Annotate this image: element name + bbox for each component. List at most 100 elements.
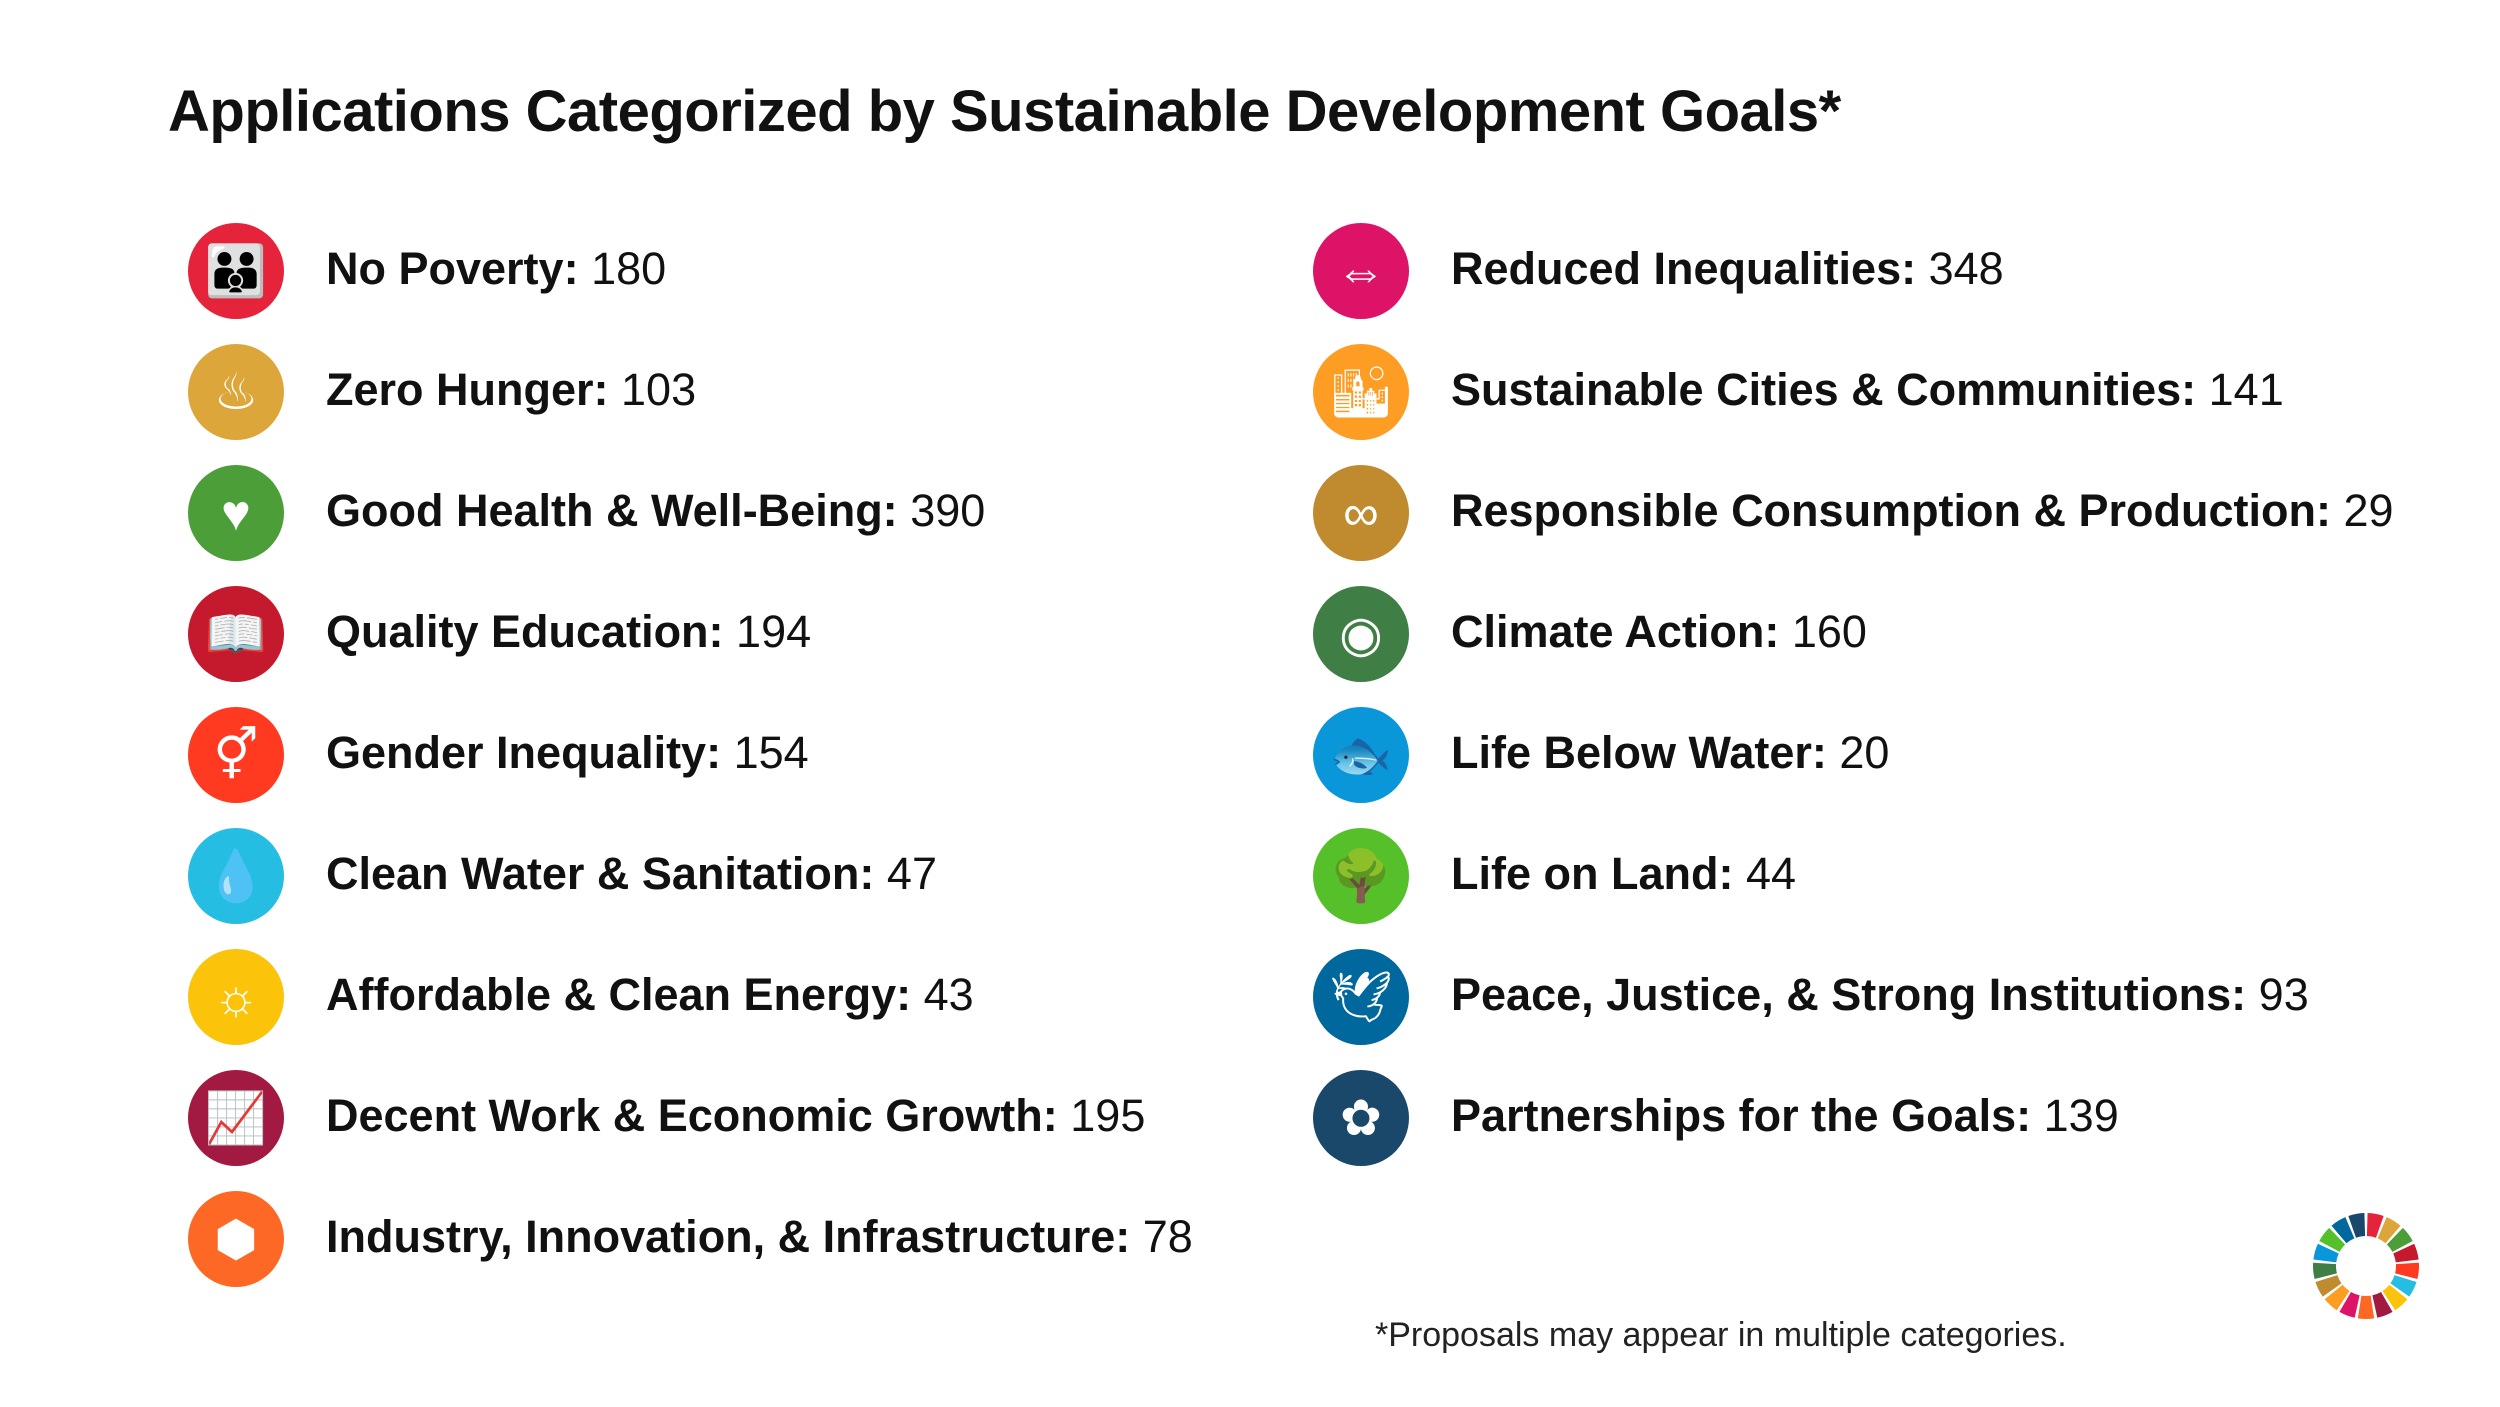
logo-segment xyxy=(2357,1295,2375,1320)
goal-text: Gender Inequality: 154 xyxy=(326,727,809,779)
sun-power-icon: ☼ xyxy=(188,949,284,1045)
goal-count: 139 xyxy=(2043,1090,2119,1141)
logo-segment xyxy=(2313,1243,2339,1263)
goal-row: 🕊 Peace, Justice, & Strong Institutions: … xyxy=(1313,949,2394,1070)
goal-text: Sustainable Cities & Communities: 141 xyxy=(1451,364,2284,416)
goal-label: Peace, Justice, & Strong Institutions: xyxy=(1451,969,2247,1020)
city-icon: 🏙 xyxy=(1313,344,1409,440)
goal-text: Zero Hunger: 103 xyxy=(326,364,696,416)
logo-segment xyxy=(2390,1275,2417,1297)
goal-row: 🏙 Sustainable Cities & Communities: 141 xyxy=(1313,344,2394,465)
goal-row: ⚥ Gender Inequality: 154 xyxy=(188,707,1193,828)
goal-label: Life Below Water: xyxy=(1451,727,1827,778)
goal-count: 20 xyxy=(1839,727,1890,778)
goal-count: 93 xyxy=(2258,969,2309,1020)
goal-count: 160 xyxy=(1791,606,1867,657)
goal-label: Life on Land: xyxy=(1451,848,1734,899)
goal-count: 47 xyxy=(886,848,937,899)
goal-row: ⬢ Industry, Innovation, & Infrastructure:… xyxy=(188,1191,1193,1312)
book-icon: 📖 xyxy=(188,586,284,682)
goal-label: Clean Water & Sanitation: xyxy=(326,848,875,899)
goal-label: Good Health & Well-Being: xyxy=(326,485,898,536)
goal-text: No Poverty: 180 xyxy=(326,243,666,295)
goal-count: 194 xyxy=(736,606,812,657)
goal-text: Industry, Innovation, & Infrastructure: … xyxy=(326,1211,1193,1263)
goal-text: Affordable & Clean Energy: 43 xyxy=(326,969,974,1021)
goal-label: No Poverty: xyxy=(326,243,579,294)
goal-label: Affordable & Clean Energy: xyxy=(326,969,912,1020)
goal-text: Peace, Justice, & Strong Institutions: 9… xyxy=(1451,969,2309,1021)
goal-row: ∞ Responsible Consumption & Production: 2… xyxy=(1313,465,2394,586)
tree-icon: 🌳 xyxy=(1313,828,1409,924)
sdg-wheel-logo xyxy=(2312,1213,2420,1320)
goal-count: 29 xyxy=(2343,485,2394,536)
goal-label: Responsible Consumption & Production: xyxy=(1451,485,2331,536)
goal-label: Sustainable Cities & Communities: xyxy=(1451,364,2197,415)
goal-row: 🌳 Life on Land: 44 xyxy=(1313,828,2394,949)
dove-icon: 🕊 xyxy=(1313,949,1409,1045)
fish-icon: 🐟 xyxy=(1313,707,1409,803)
goal-count: 43 xyxy=(923,969,974,1020)
logo-segment xyxy=(2319,1227,2346,1252)
goal-label: Gender Inequality: xyxy=(326,727,722,778)
goal-count: 154 xyxy=(733,727,809,778)
goal-row: 👪 No Poverty: 180 xyxy=(188,223,1193,344)
goal-row: 📈 Decent Work & Economic Growth: 195 xyxy=(188,1070,1193,1191)
goal-row: ♥ Good Health & Well-Being: 390 xyxy=(188,465,1193,586)
cubes-icon: ⬢ xyxy=(188,1191,284,1287)
goals-column-right: ⇔ Reduced Inequalities: 348 🏙 Sustainable C… xyxy=(1313,223,2394,1191)
goal-row: ◉ Climate Action: 160 xyxy=(1313,586,2394,707)
logo-segment xyxy=(2331,1217,2355,1244)
goal-label: Industry, Innovation, & Infrastructure: xyxy=(326,1211,1131,1262)
logo-segment xyxy=(2348,1213,2366,1238)
goal-label: Reduced Inequalities: xyxy=(1451,243,1917,294)
page-title: Applications Categorized by Sustainable … xyxy=(168,79,1841,144)
infinity-icon: ∞ xyxy=(1313,465,1409,561)
goal-text: Clean Water & Sanitation: 47 xyxy=(326,848,937,900)
goal-row: 💧 Clean Water & Sanitation: 47 xyxy=(188,828,1193,949)
goal-label: Partnerships for the Goals: xyxy=(1451,1090,2032,1141)
footnote: *Proposals may appear in multiple catego… xyxy=(1375,1316,2067,1354)
goal-text: Reduced Inequalities: 348 xyxy=(1451,243,2004,295)
rings-icon: ✿ xyxy=(1313,1070,1409,1166)
goal-label: Climate Action: xyxy=(1451,606,1780,657)
logo-segment xyxy=(2393,1243,2419,1263)
goal-row: ⇔ Reduced Inequalities: 348 xyxy=(1313,223,2394,344)
logo-segment xyxy=(2312,1262,2337,1279)
goal-text: Good Health & Well-Being: 390 xyxy=(326,485,985,537)
goal-text: Partnerships for the Goals: 139 xyxy=(1451,1090,2119,1142)
goal-text: Decent Work & Economic Growth: 195 xyxy=(326,1090,1145,1142)
goal-count: 195 xyxy=(1070,1090,1146,1141)
goal-count: 180 xyxy=(591,243,667,294)
goal-row: 🐟 Life Below Water: 20 xyxy=(1313,707,2394,828)
water-drop-icon: 💧 xyxy=(188,828,284,924)
eye-globe-icon: ◉ xyxy=(1313,586,1409,682)
goal-label: Quality Education: xyxy=(326,606,724,657)
goal-text: Responsible Consumption & Production: 29 xyxy=(1451,485,2394,537)
goal-count: 103 xyxy=(621,364,697,415)
logo-segment xyxy=(2382,1284,2408,1311)
goals-column-left: 👪 No Poverty: 180 ♨ Zero Hunger: 103 ♥ Good H… xyxy=(188,223,1193,1312)
goal-count: 78 xyxy=(1142,1211,1193,1262)
goal-count: 348 xyxy=(1928,243,2004,294)
logo-segment xyxy=(2395,1262,2420,1279)
logo-segment xyxy=(2366,1213,2384,1238)
goal-text: Life Below Water: 20 xyxy=(1451,727,1889,779)
family-icon: 👪 xyxy=(188,223,284,319)
heartbeat-icon: ♥ xyxy=(188,465,284,561)
goal-label: Decent Work & Economic Growth: xyxy=(326,1090,1058,1141)
logo-segment xyxy=(2377,1217,2401,1244)
goal-count: 390 xyxy=(910,485,986,536)
equals-arrows-icon: ⇔ xyxy=(1313,223,1409,319)
logo-segment xyxy=(2315,1275,2342,1297)
goal-text: Life on Land: 44 xyxy=(1451,848,1796,900)
logo-segment xyxy=(2324,1284,2350,1311)
goal-row: ☼ Affordable & Clean Energy: 43 xyxy=(188,949,1193,1070)
gender-equality-icon: ⚥ xyxy=(188,707,284,803)
goal-row: ✿ Partnerships for the Goals: 139 xyxy=(1313,1070,2394,1191)
goal-row: ♨ Zero Hunger: 103 xyxy=(188,344,1193,465)
goal-count: 44 xyxy=(1745,848,1797,899)
goal-row: 📖 Quality Education: 194 xyxy=(188,586,1193,707)
growth-chart-icon: 📈 xyxy=(188,1070,284,1166)
goal-count: 141 xyxy=(2208,364,2284,415)
